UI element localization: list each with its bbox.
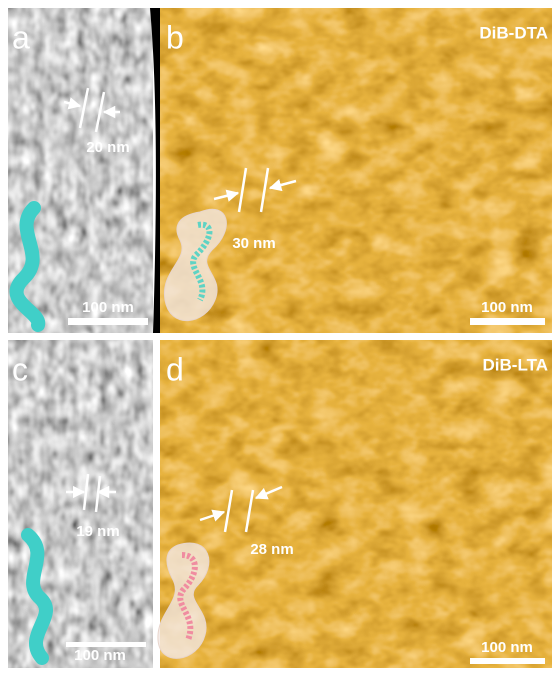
- spacing-label: 28 nm: [250, 541, 293, 558]
- molecule-inset: [157, 542, 210, 659]
- chain-icon: [9, 201, 46, 332]
- arrow: [213, 189, 240, 202]
- scale-bar: [470, 318, 545, 325]
- panel-title: DiB-DTA: [479, 23, 548, 42]
- afm-image: [160, 8, 552, 333]
- arrow: [268, 179, 297, 192]
- scale-bar: [68, 318, 148, 325]
- scale-bar: [470, 658, 545, 664]
- scale-bar-label: 100 nm: [481, 299, 533, 316]
- spacing-label: 19 nm: [76, 523, 119, 540]
- scale-bar-label: 100 nm: [74, 647, 126, 664]
- tem-image: [8, 340, 153, 668]
- arrow: [63, 97, 82, 110]
- arrow: [199, 509, 226, 522]
- edge: [150, 8, 160, 333]
- scale-bar-label: 100 nm: [481, 639, 533, 656]
- spacing-line: [237, 167, 248, 213]
- panel-label: c: [12, 351, 28, 387]
- spacing-label: 20 nm: [86, 139, 129, 156]
- spacing-line: [94, 91, 106, 133]
- spacing-line: [244, 489, 255, 533]
- panel-label: b: [166, 19, 184, 55]
- chain-icon: [21, 528, 53, 665]
- spacing-line: [259, 167, 270, 213]
- scale-bar-label: 100 nm: [82, 299, 134, 316]
- panel-label: d: [166, 351, 184, 387]
- afm-image: [160, 340, 552, 668]
- spacing-label: 30 nm: [232, 235, 275, 252]
- spacing-line: [78, 87, 90, 129]
- arrow: [254, 485, 283, 500]
- spacing-line: [223, 489, 234, 533]
- molecule-chain: [190, 221, 213, 302]
- panel-title: DiB-LTA: [483, 355, 548, 374]
- scale-bar: [66, 642, 146, 647]
- tem-image: [8, 8, 153, 333]
- spacing-line: [82, 473, 90, 511]
- panel-label: a: [12, 19, 30, 55]
- molecule-chain: [177, 552, 198, 642]
